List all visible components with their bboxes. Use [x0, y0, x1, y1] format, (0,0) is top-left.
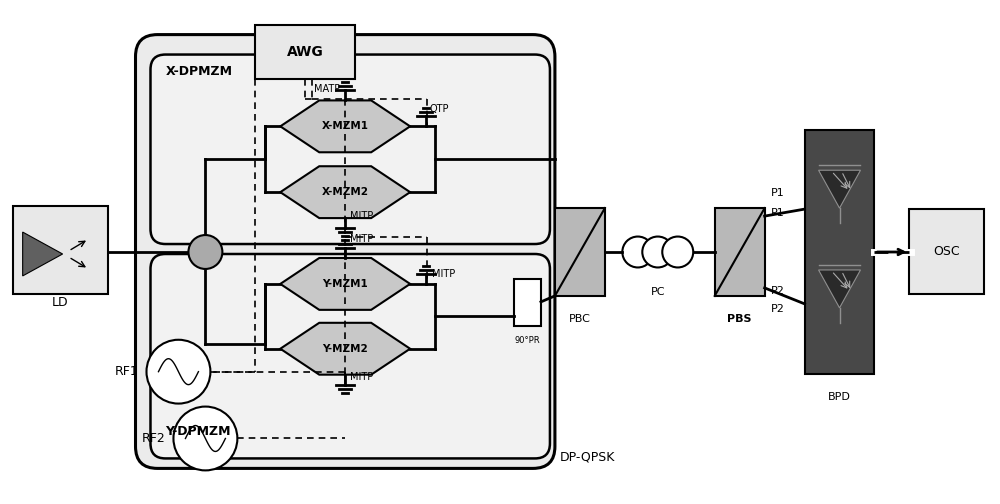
Text: MATP: MATP	[314, 85, 341, 94]
Bar	[909, 209, 984, 294]
FancyBboxPatch shape	[150, 54, 550, 244]
Text: P1: P1	[771, 188, 784, 198]
Text: P2: P2	[771, 286, 784, 296]
Text: MITP: MITP	[350, 371, 373, 382]
Circle shape	[173, 407, 237, 470]
Text: PBS: PBS	[727, 314, 752, 324]
Bar	[715, 208, 765, 296]
Text: P1: P1	[771, 208, 784, 218]
Text: AWG: AWG	[287, 45, 324, 59]
Text: DP-QPSK: DP-QPSK	[560, 451, 615, 463]
Circle shape	[642, 236, 673, 268]
Bar	[255, 25, 355, 80]
Text: Y-MZM1: Y-MZM1	[322, 279, 368, 289]
Text: X-DPMZM: X-DPMZM	[165, 65, 232, 78]
Polygon shape	[819, 270, 860, 308]
Text: 90°PR: 90°PR	[515, 336, 540, 345]
Text: QTP: QTP	[429, 104, 449, 114]
FancyBboxPatch shape	[136, 35, 555, 468]
Polygon shape	[23, 232, 63, 276]
Polygon shape	[280, 166, 410, 218]
Circle shape	[188, 235, 222, 269]
Bar	[805, 131, 874, 373]
Polygon shape	[819, 170, 860, 208]
Bar	[13, 206, 108, 294]
Bar	[555, 208, 605, 296]
Text: PC: PC	[651, 287, 665, 297]
Text: PBC: PBC	[569, 314, 591, 324]
Text: P2: P2	[771, 304, 784, 314]
Text: OSC: OSC	[934, 245, 960, 258]
Text: MITP: MITP	[432, 269, 455, 279]
Circle shape	[662, 236, 693, 268]
Text: Y-MZM2: Y-MZM2	[322, 344, 368, 354]
Text: X-MZM1: X-MZM1	[322, 121, 369, 132]
Bar	[514, 279, 541, 326]
Text: BPD: BPD	[828, 392, 851, 402]
Polygon shape	[280, 323, 410, 374]
Text: MITP: MITP	[350, 234, 373, 244]
Polygon shape	[280, 258, 410, 310]
Text: X-MZM2: X-MZM2	[322, 187, 369, 197]
Text: LD: LD	[52, 296, 68, 309]
Circle shape	[146, 340, 210, 404]
Text: RF2: RF2	[142, 432, 165, 445]
Circle shape	[622, 236, 653, 268]
Text: MITP: MITP	[350, 211, 373, 221]
Text: RF1: RF1	[115, 365, 139, 378]
Polygon shape	[280, 100, 410, 152]
FancyBboxPatch shape	[150, 254, 550, 459]
Text: Y-DPMZM: Y-DPMZM	[165, 425, 231, 438]
